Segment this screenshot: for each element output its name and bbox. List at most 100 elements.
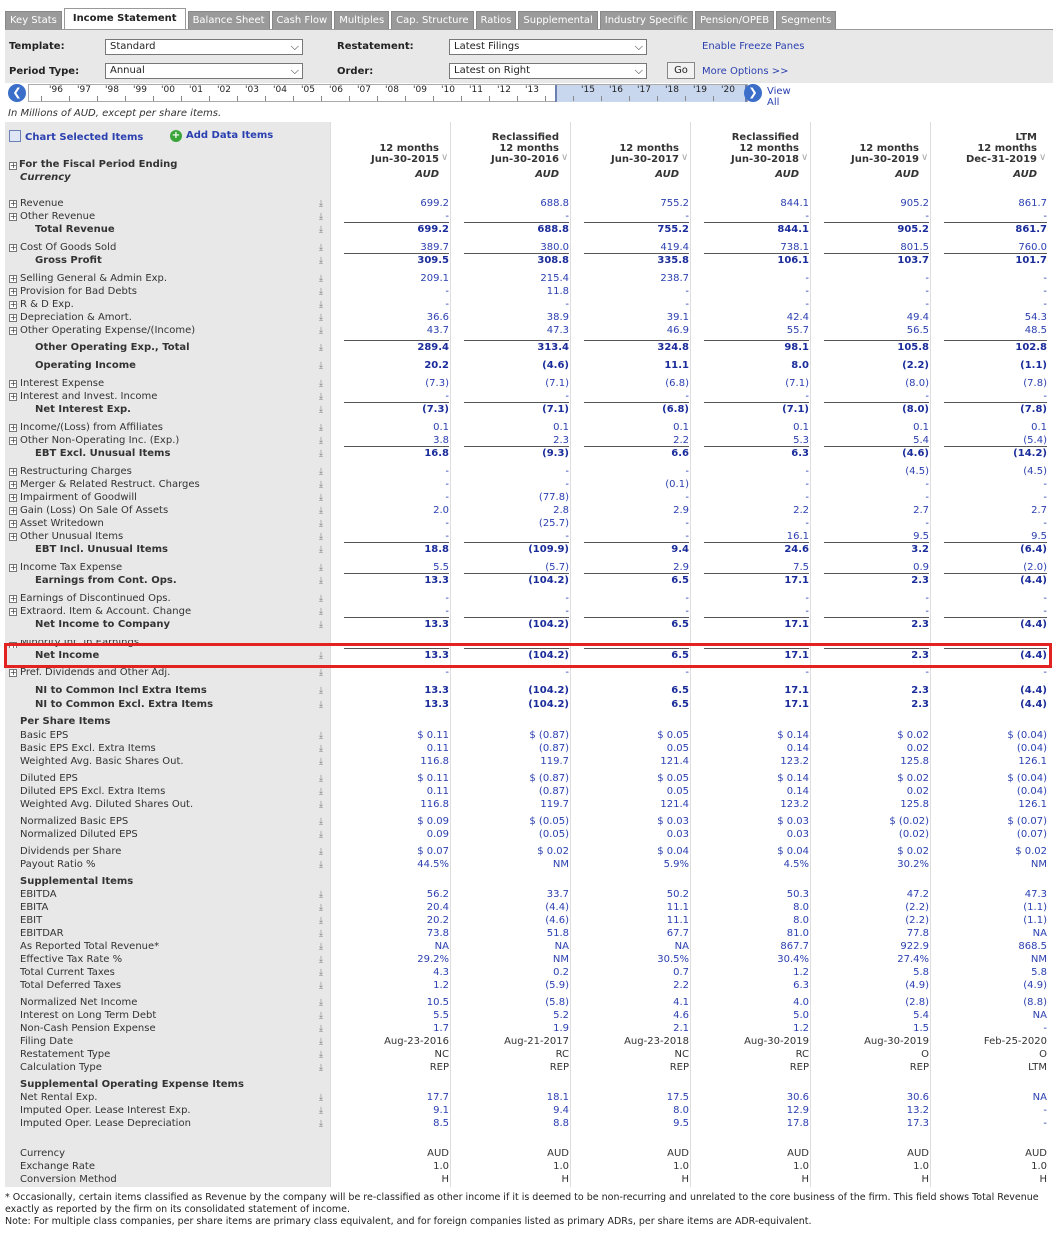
table-cell[interactable]: (25.7): [538, 518, 569, 529]
table-cell[interactable]: 0.1: [1031, 422, 1047, 433]
expand-icon[interactable]: +: [9, 436, 17, 445]
table-cell[interactable]: (4.4): [1020, 650, 1047, 661]
table-cell[interactable]: 2.3: [911, 619, 929, 630]
chart-row-icon[interactable]: ⤓: [319, 817, 323, 827]
table-cell[interactable]: 121.4: [660, 756, 689, 767]
table-cell[interactable]: 11.8: [546, 286, 569, 297]
add-data-link[interactable]: + Add Data Items: [170, 130, 274, 142]
table-cell[interactable]: 39.1: [666, 312, 689, 323]
chart-row-icon[interactable]: ⤓: [319, 620, 323, 630]
table-cell[interactable]: 0.1: [913, 422, 929, 433]
table-cell[interactable]: 389.7: [420, 242, 449, 253]
table-cell[interactable]: (7.1): [782, 404, 809, 415]
expand-icon[interactable]: +: [9, 199, 17, 208]
table-cell[interactable]: (4.5): [905, 466, 929, 477]
table-cell[interactable]: 844.1: [780, 198, 809, 209]
table-cell[interactable]: 36.6: [426, 312, 449, 323]
table-cell[interactable]: 0.1: [793, 422, 809, 433]
expand-icon[interactable]: +: [9, 379, 17, 388]
table-cell[interactable]: 309.5: [417, 255, 449, 266]
table-cell[interactable]: $ 0.05: [657, 773, 689, 784]
table-cell[interactable]: 313.4: [537, 342, 569, 353]
chart-row-icon[interactable]: ⤓: [319, 981, 323, 991]
table-cell[interactable]: 0.14: [786, 786, 809, 797]
table-cell[interactable]: 48.5: [1024, 325, 1047, 336]
chart-row-icon[interactable]: ⤓: [319, 423, 323, 433]
chart-row-icon[interactable]: ⤓: [319, 757, 323, 767]
table-cell[interactable]: 42.4: [786, 312, 809, 323]
table-cell[interactable]: (4.5): [1023, 466, 1047, 477]
chart-row-icon[interactable]: ⤓: [319, 1050, 323, 1060]
expand-icon[interactable]: +: [9, 519, 17, 528]
table-cell[interactable]: 1.7: [433, 1023, 449, 1034]
table-cell[interactable]: 101.7: [1015, 255, 1047, 266]
table-cell[interactable]: 9.4: [553, 1105, 569, 1116]
table-cell[interactable]: 51.8: [546, 928, 569, 939]
table-cell[interactable]: 125.8: [900, 756, 929, 767]
chart-row-icon[interactable]: ⤓: [319, 436, 323, 446]
table-cell[interactable]: NA: [554, 941, 569, 952]
table-cell[interactable]: 922.9: [900, 941, 929, 952]
timeline-forward-icon[interactable]: ❯: [744, 84, 762, 102]
table-cell[interactable]: (4.6): [542, 360, 569, 371]
table-cell[interactable]: 688.8: [540, 198, 569, 209]
chart-row-icon[interactable]: ⤓: [319, 287, 323, 297]
timeline-year[interactable]: '02: [217, 85, 231, 95]
timeline-back-icon[interactable]: ❮: [8, 84, 26, 102]
chart-row-icon[interactable]: ⤓: [319, 1106, 323, 1116]
table-cell[interactable]: 17.3: [906, 1118, 929, 1129]
table-cell[interactable]: 103.7: [897, 255, 929, 266]
table-cell[interactable]: NA: [434, 941, 449, 952]
table-cell[interactable]: 3.8: [433, 435, 449, 446]
chart-row-icon[interactable]: ⤓: [319, 686, 323, 696]
timeline-year[interactable]: '15: [581, 85, 595, 95]
timeline-year[interactable]: '03: [245, 85, 259, 95]
table-cell[interactable]: 0.1: [673, 422, 689, 433]
chart-row-icon[interactable]: ⤓: [319, 449, 323, 459]
table-cell[interactable]: 0.11: [426, 743, 449, 754]
chart-row-icon[interactable]: ⤓: [319, 243, 323, 253]
expand-icon[interactable]: +: [9, 594, 17, 603]
table-cell[interactable]: 324.8: [657, 342, 689, 353]
table-cell[interactable]: 125.8: [900, 799, 929, 810]
table-cell[interactable]: 121.4: [660, 799, 689, 810]
expand-icon[interactable]: +: [9, 212, 17, 221]
tab-cap-structure[interactable]: Cap. Structure: [391, 11, 474, 29]
table-cell[interactable]: 17.1: [784, 650, 809, 661]
table-cell[interactable]: 44.5%: [417, 859, 449, 870]
table-cell[interactable]: 17.7: [426, 1092, 449, 1103]
table-cell[interactable]: 380.0: [540, 242, 569, 253]
timeline-year[interactable]: '20: [721, 85, 735, 95]
table-cell[interactable]: (4.6): [902, 448, 929, 459]
table-cell[interactable]: $ 0.02: [897, 846, 929, 857]
table-cell[interactable]: 0.1: [553, 422, 569, 433]
table-cell[interactable]: 5.9%: [663, 859, 689, 870]
table-cell[interactable]: 13.3: [424, 619, 449, 630]
expand-icon[interactable]: +: [9, 274, 17, 283]
table-cell[interactable]: NM: [1030, 859, 1047, 870]
table-cell[interactable]: 2.2: [793, 505, 809, 516]
table-cell[interactable]: 868.5: [1018, 941, 1047, 952]
table-cell[interactable]: 0.1: [433, 422, 449, 433]
expand-icon[interactable]: +: [9, 668, 17, 677]
expand-icon[interactable]: +: [9, 493, 17, 502]
table-cell[interactable]: 8.0: [791, 360, 809, 371]
expand-icon[interactable]: +: [9, 300, 17, 309]
chart-row-icon[interactable]: ⤓: [319, 274, 323, 284]
template-select[interactable]: Standard ⌵: [105, 39, 303, 55]
column-sort-icon[interactable]: ∨: [561, 152, 569, 163]
table-cell[interactable]: (4.9): [1023, 980, 1047, 991]
tab-segments[interactable]: Segments: [776, 11, 837, 29]
table-cell[interactable]: (104.2): [528, 685, 569, 696]
column-sort-icon[interactable]: ∨: [801, 152, 809, 163]
table-cell[interactable]: (14.2): [1013, 448, 1047, 459]
table-cell[interactable]: (2.2): [902, 360, 929, 371]
period-type-select[interactable]: Annual ⌵: [105, 63, 303, 79]
chart-row-icon[interactable]: ⤓: [319, 1011, 323, 1021]
table-cell[interactable]: 17.5: [666, 1092, 689, 1103]
table-cell[interactable]: 6.6: [671, 448, 689, 459]
table-cell[interactable]: 0.9: [913, 562, 929, 573]
table-cell[interactable]: 699.2: [417, 224, 449, 235]
table-cell[interactable]: 9.4: [671, 544, 689, 555]
table-cell[interactable]: 861.7: [1018, 198, 1047, 209]
